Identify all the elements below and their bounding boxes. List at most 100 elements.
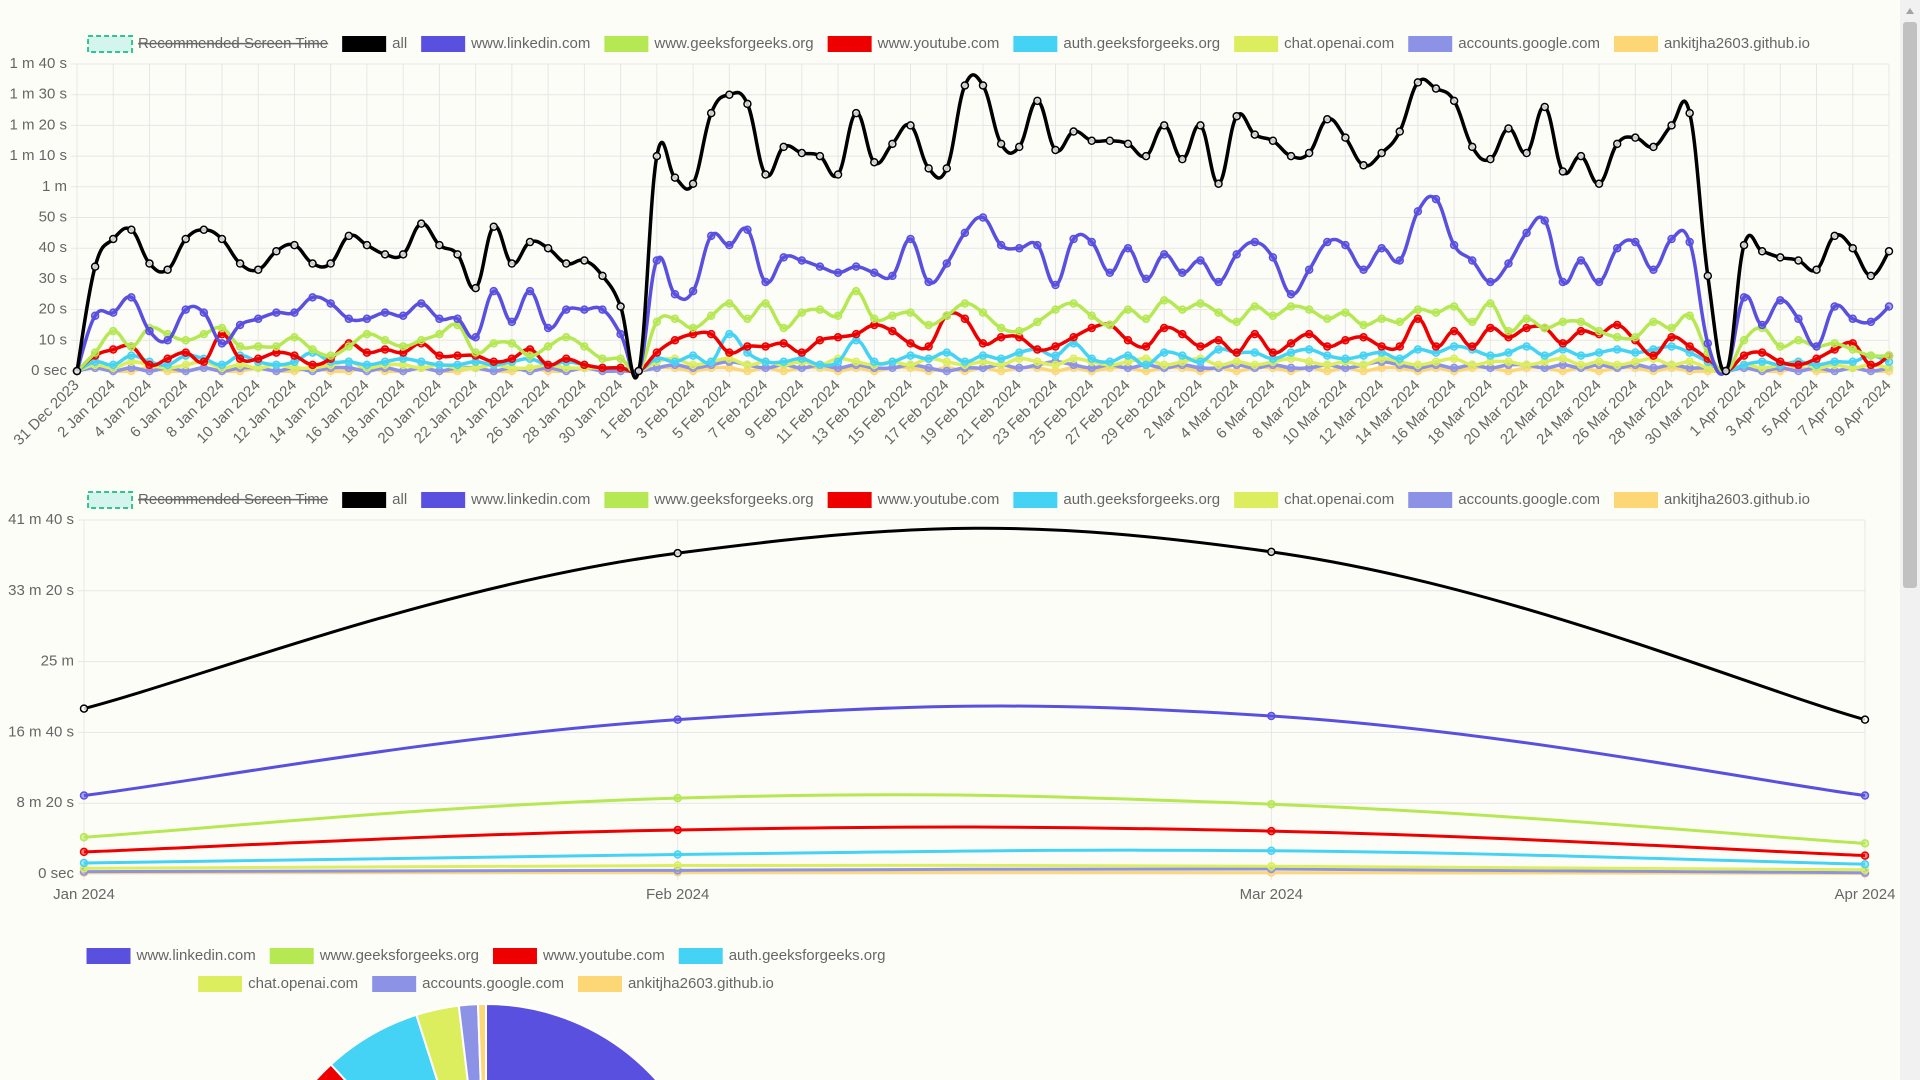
data-point bbox=[833, 170, 843, 179]
data-point bbox=[634, 366, 643, 376]
data-point bbox=[761, 170, 770, 179]
legend-item[interactable]: www.youtube.com bbox=[492, 947, 665, 964]
legend-item[interactable]: chat.openai.com bbox=[1234, 35, 1394, 52]
data-point bbox=[1341, 354, 1350, 363]
legend-item[interactable]: ankitjha2603.github.io bbox=[577, 975, 774, 992]
data-point bbox=[1413, 78, 1423, 87]
data-point bbox=[489, 286, 499, 296]
data-point bbox=[1685, 237, 1694, 247]
data-point bbox=[1812, 342, 1821, 351]
data-point bbox=[815, 336, 825, 345]
legend-item[interactable]: Recommended Screen Time bbox=[87, 491, 328, 509]
data-point bbox=[1123, 351, 1133, 360]
data-point bbox=[616, 302, 625, 311]
data-point bbox=[1449, 96, 1459, 106]
data-point bbox=[90, 262, 100, 271]
legend-item[interactable]: all bbox=[342, 491, 407, 508]
legend-item[interactable]: ankitjha2603.github.io bbox=[1613, 35, 1810, 52]
data-point bbox=[725, 240, 734, 250]
legend-item[interactable]: accounts.google.com bbox=[1408, 35, 1600, 52]
data-point bbox=[924, 354, 933, 363]
legend-item[interactable]: accounts.google.com bbox=[1408, 491, 1600, 508]
legend-item[interactable]: chat.openai.com bbox=[198, 975, 358, 992]
data-point bbox=[1123, 243, 1133, 253]
data-point bbox=[815, 151, 825, 161]
legend-item[interactable]: www.linkedin.com bbox=[421, 491, 590, 508]
data-point bbox=[1232, 317, 1241, 327]
legend-item[interactable]: Recommended Screen Time bbox=[87, 35, 328, 53]
data-point bbox=[308, 360, 317, 370]
data-point bbox=[924, 277, 933, 287]
data-point bbox=[1830, 339, 1839, 348]
data-point bbox=[1884, 247, 1894, 256]
data-point bbox=[851, 108, 861, 118]
legend-swatch bbox=[1408, 36, 1453, 52]
data-point bbox=[1649, 317, 1658, 327]
data-point bbox=[1739, 360, 1749, 370]
data-point bbox=[797, 348, 807, 357]
data-point bbox=[1033, 317, 1042, 327]
data-point bbox=[1739, 351, 1749, 360]
legend-item[interactable]: www.geeksforgeeks.org bbox=[269, 947, 479, 964]
legend-label: www.geeksforgeeks.org bbox=[653, 35, 813, 52]
data-point bbox=[888, 357, 897, 367]
data-point bbox=[1014, 363, 1024, 373]
legend-label: www.youtube.com bbox=[542, 947, 665, 964]
data-point bbox=[181, 305, 190, 314]
legend-item[interactable]: auth.geeksforgeeks.org bbox=[678, 947, 886, 964]
legend-item[interactable]: auth.geeksforgeeks.org bbox=[1013, 491, 1220, 508]
data-point bbox=[1105, 136, 1115, 145]
data-point bbox=[942, 259, 952, 268]
data-point bbox=[398, 342, 408, 351]
data-point bbox=[1612, 320, 1622, 330]
legend-item[interactable]: auth.geeksforgeeks.org bbox=[1013, 35, 1220, 52]
data-point bbox=[580, 305, 589, 314]
legend-item[interactable]: chat.openai.com bbox=[1234, 491, 1394, 508]
legend-item[interactable]: all bbox=[342, 35, 407, 52]
data-point bbox=[108, 345, 118, 354]
data-point bbox=[1141, 314, 1151, 324]
legend-item[interactable]: www.geeksforgeeks.org bbox=[604, 35, 814, 52]
legend-item[interactable]: www.youtube.com bbox=[827, 491, 1000, 508]
legend-item[interactable]: www.linkedin.com bbox=[86, 947, 256, 964]
data-point bbox=[797, 256, 807, 265]
legend-item[interactable]: www.linkedin.com bbox=[421, 35, 590, 52]
data-point bbox=[1866, 351, 1876, 360]
data-point bbox=[1123, 305, 1133, 314]
data-point bbox=[235, 320, 245, 330]
data-point bbox=[1848, 243, 1858, 253]
data-point bbox=[417, 299, 426, 308]
data-point bbox=[1576, 317, 1586, 327]
data-point bbox=[1051, 360, 1060, 370]
legend-item[interactable]: ankitjha2603.github.io bbox=[1613, 491, 1810, 508]
legend-item[interactable]: accounts.google.com bbox=[372, 975, 564, 992]
data-point bbox=[1014, 326, 1024, 336]
data-point bbox=[652, 317, 662, 327]
data-point bbox=[833, 268, 843, 278]
data-point bbox=[1860, 839, 1870, 848]
data-point bbox=[108, 360, 118, 370]
data-point bbox=[1631, 332, 1640, 342]
data-point bbox=[688, 286, 698, 296]
data-point bbox=[1323, 351, 1332, 360]
data-point bbox=[1051, 351, 1060, 360]
data-point bbox=[199, 329, 209, 339]
data-point bbox=[1359, 161, 1368, 170]
data-point bbox=[561, 259, 571, 268]
data-point bbox=[706, 108, 716, 118]
legend-item[interactable]: www.youtube.com bbox=[827, 35, 1000, 52]
data-point bbox=[272, 342, 281, 351]
data-point bbox=[1794, 256, 1803, 265]
data-point bbox=[362, 314, 372, 324]
data-point bbox=[779, 323, 788, 333]
data-point bbox=[1449, 326, 1459, 336]
data-point bbox=[1413, 360, 1423, 370]
scroll-up-arrow[interactable] bbox=[1906, 8, 1914, 14]
data-point bbox=[978, 351, 988, 360]
data-point bbox=[960, 228, 970, 238]
data-point bbox=[1087, 354, 1096, 363]
legend-item[interactable]: www.geeksforgeeks.org bbox=[604, 491, 814, 508]
scrollbar-thumb[interactable] bbox=[1903, 22, 1917, 588]
data-point bbox=[851, 357, 861, 367]
data-point bbox=[290, 308, 299, 317]
